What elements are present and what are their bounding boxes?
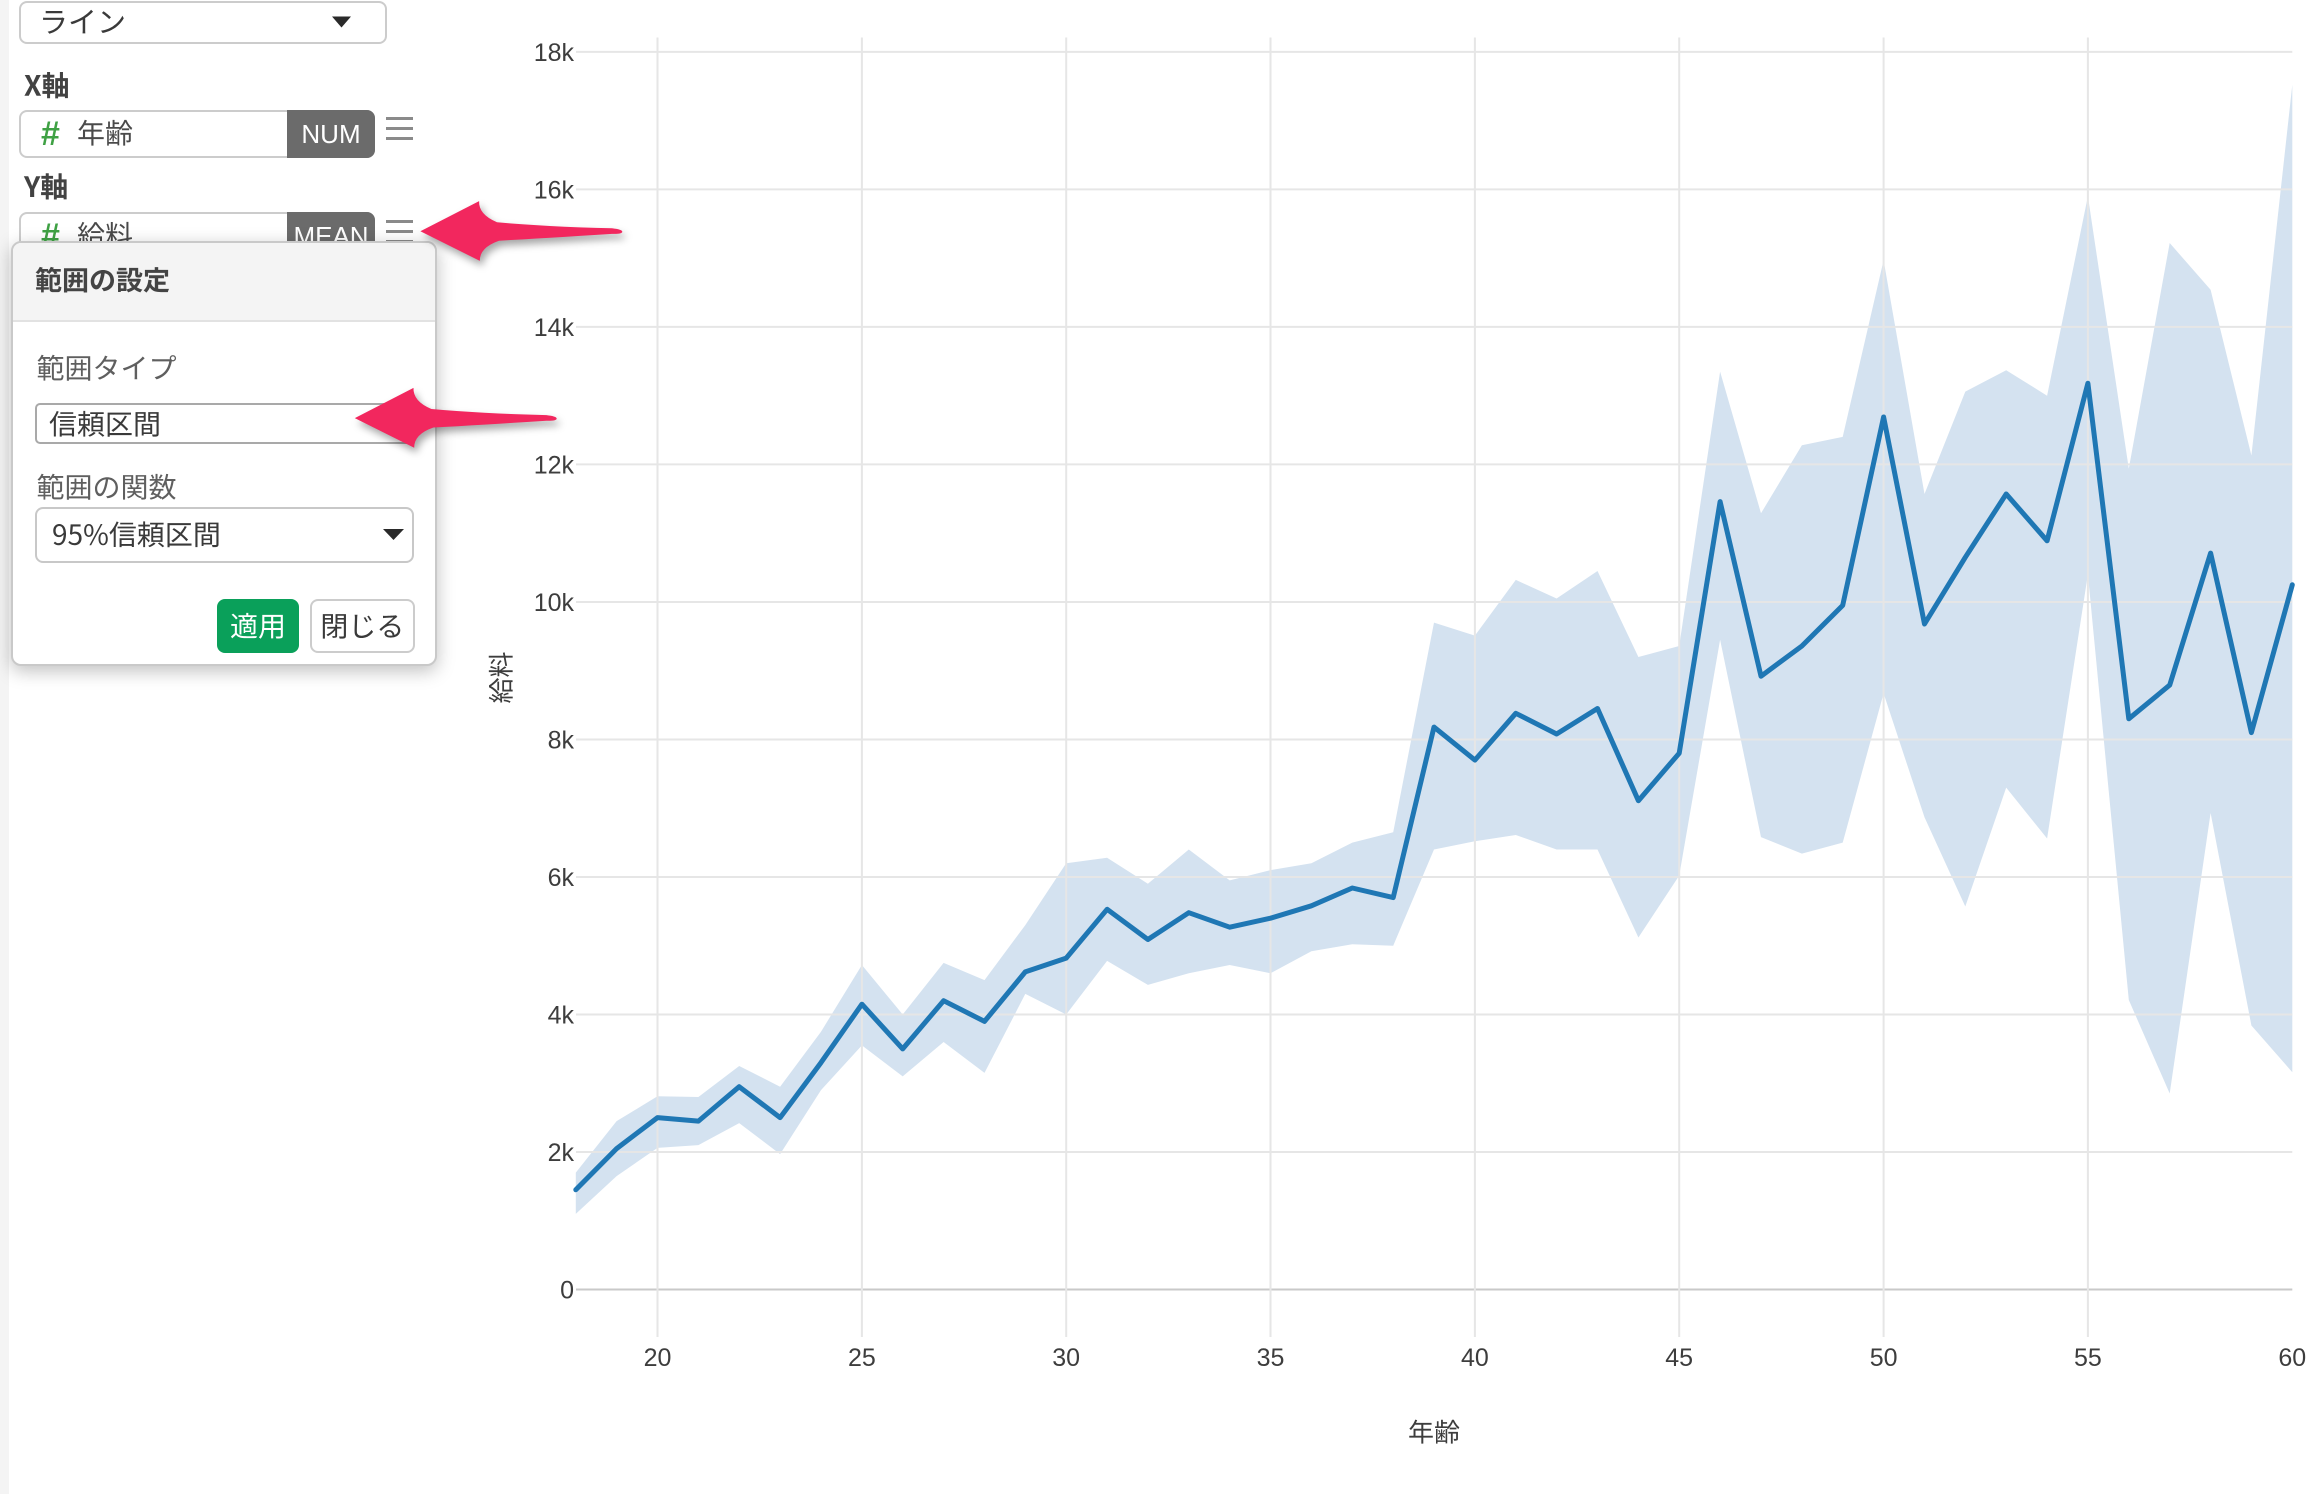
- svg-text:25: 25: [848, 1344, 876, 1372]
- svg-text:8k: 8k: [548, 727, 575, 755]
- svg-text:18k: 18k: [534, 39, 575, 67]
- svg-text:0: 0: [560, 1277, 574, 1305]
- svg-text:14k: 14k: [534, 314, 575, 342]
- svg-text:35: 35: [1257, 1344, 1285, 1372]
- svg-text:6k: 6k: [548, 864, 575, 892]
- svg-text:60: 60: [2278, 1344, 2306, 1372]
- svg-text:45: 45: [1665, 1344, 1693, 1372]
- svg-text:55: 55: [2074, 1344, 2102, 1372]
- svg-text:2k: 2k: [548, 1139, 575, 1167]
- svg-text:10k: 10k: [534, 589, 575, 617]
- svg-text:50: 50: [1870, 1344, 1898, 1372]
- svg-text:20: 20: [644, 1344, 672, 1372]
- svg-text:4k: 4k: [548, 1002, 575, 1030]
- svg-text:30: 30: [1052, 1344, 1080, 1372]
- svg-text:16k: 16k: [534, 176, 575, 204]
- svg-text:40: 40: [1461, 1344, 1489, 1372]
- svg-text:12k: 12k: [534, 451, 575, 479]
